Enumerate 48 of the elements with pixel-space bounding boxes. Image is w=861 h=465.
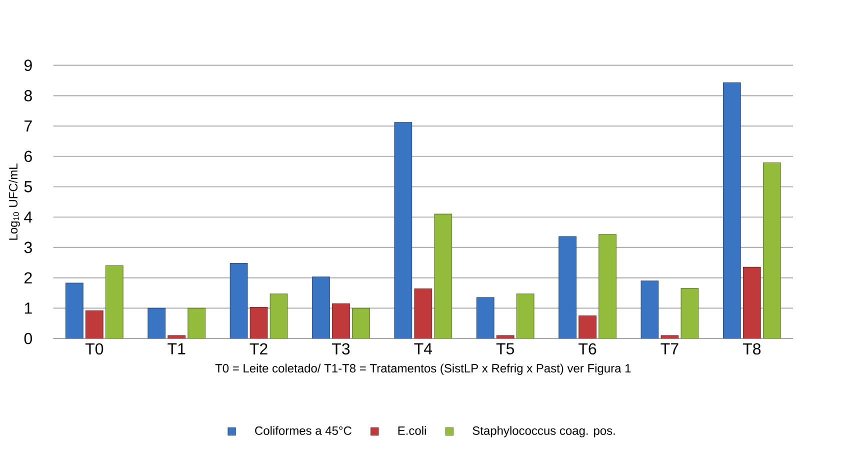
x-axis-title: T0 = Leite coletado/ T1-T8 = Tratamentos (SistLP x Refrig x Past) ver Figura 1: [215, 364, 631, 375]
bar: [332, 303, 350, 338]
y-tick-label: 2: [24, 272, 32, 284]
bar: [394, 122, 412, 338]
y-tick-label: 4: [24, 212, 32, 223]
bar: [352, 308, 370, 338]
legend-label: Coliformes a 45°C: [255, 426, 352, 435]
bar: [105, 265, 124, 338]
bar: [65, 282, 84, 338]
bar: [230, 262, 248, 338]
x-tick-label: T2: [250, 343, 268, 354]
bar: [640, 280, 659, 338]
bar: [578, 315, 596, 338]
x-tick-label: T4: [414, 343, 432, 354]
y-tick-label: 7: [24, 120, 32, 132]
bar: [188, 308, 206, 338]
y-tick-label: 0: [24, 332, 32, 344]
y-tick-label: 8: [24, 90, 32, 102]
bar: [722, 82, 741, 338]
bar: [476, 297, 494, 338]
bar: [558, 236, 576, 338]
bar: [148, 308, 166, 338]
bar: [742, 266, 761, 338]
legend-label: Staphylococcus coag. pos.: [472, 426, 615, 438]
bar: [434, 214, 452, 338]
x-tick-label: T6: [578, 343, 596, 354]
x-tick-label: T1: [168, 343, 186, 354]
bar: [680, 288, 699, 338]
y-tick-label: 6: [24, 150, 32, 162]
x-tick-label: T3: [332, 343, 350, 354]
y-tick-label: 5: [24, 181, 32, 192]
bar: [312, 276, 330, 338]
bar: [250, 306, 268, 338]
bar: [414, 288, 432, 338]
x-tick-label: T7: [660, 343, 678, 354]
bar: [516, 294, 534, 338]
x-tick-label: T5: [496, 343, 514, 354]
bar: [270, 294, 288, 338]
bar: [85, 310, 104, 338]
y-tick-label: 1: [24, 302, 32, 314]
bar: [598, 234, 616, 338]
bar: [762, 162, 781, 338]
x-tick-label: T0: [85, 343, 104, 354]
x-tick-label: T8: [742, 343, 761, 354]
y-axis-title: Log$_{10}$ UFC/mL: [8, 163, 20, 240]
y-tick-label: 3: [24, 242, 32, 254]
legend-label: E.coli: [398, 426, 426, 435]
y-tick-label: 9: [24, 60, 32, 71]
